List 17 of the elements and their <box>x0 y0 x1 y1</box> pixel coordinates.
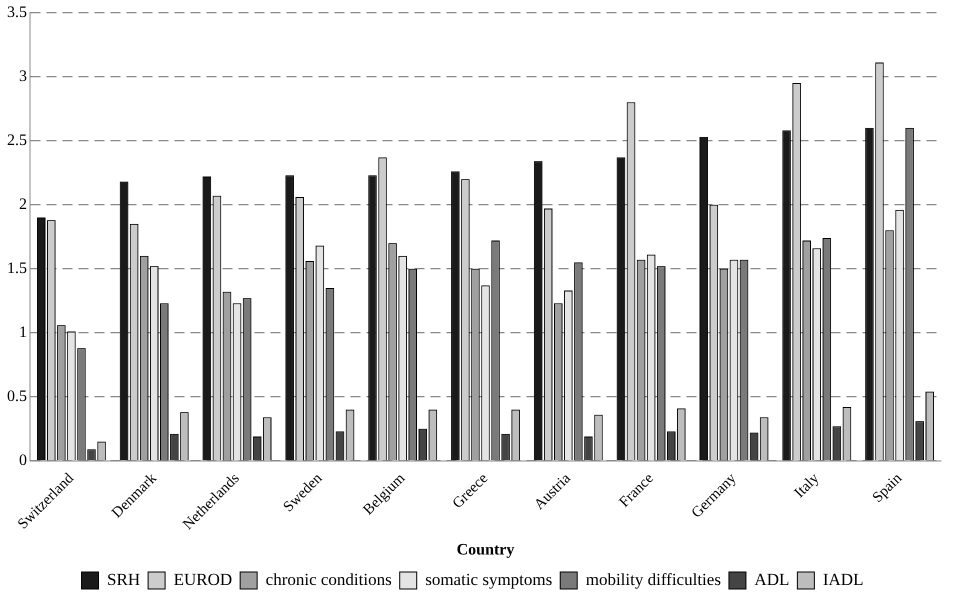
y-tick-label: 2 <box>19 196 27 213</box>
legend-label: somatic symptoms <box>425 570 552 589</box>
y-tick-label: 1 <box>19 324 27 341</box>
y-tick-label: 0.5 <box>7 388 27 405</box>
legend-label: ADL <box>754 570 790 589</box>
y-tick-label: 3 <box>19 68 27 85</box>
y-tick-label: 1.5 <box>7 260 27 277</box>
legend-label: EUROD <box>174 570 232 589</box>
y-tick-label: 3.5 <box>7 4 27 21</box>
legend-label: chronic conditions <box>266 570 392 589</box>
legend-label: SRH <box>107 570 140 589</box>
x-axis-title: Country <box>456 542 514 559</box>
legend-label: mobility difficulties <box>586 570 721 589</box>
legend-label: IADL <box>822 570 864 589</box>
y-tick-label: 0 <box>19 452 27 470</box>
y-tick-label: 2.5 <box>7 132 27 149</box>
x-tick-label: Italy <box>792 470 823 502</box>
